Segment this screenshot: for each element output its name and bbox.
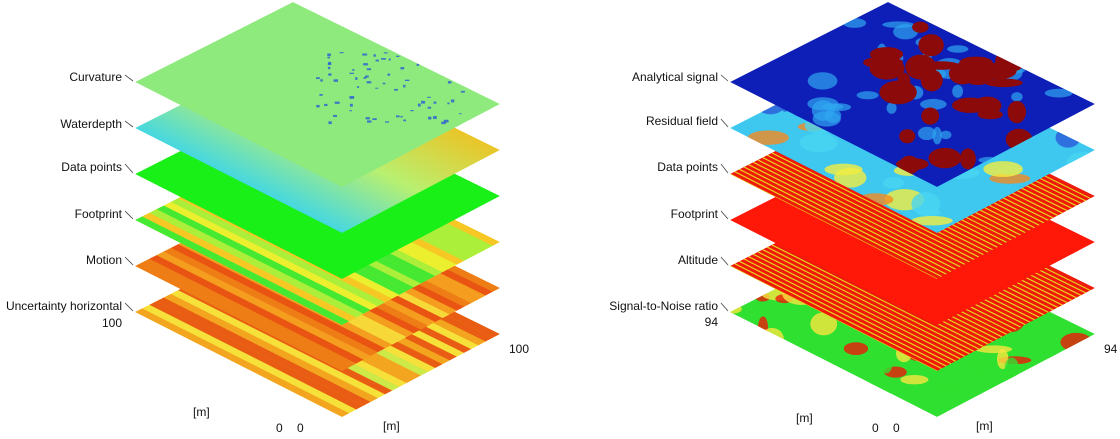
right-leader-lines — [720, 74, 729, 312]
leader-line — [720, 256, 729, 266]
left-axis-unit-left: [m] — [193, 405, 210, 419]
right-layer-label: Footprint — [671, 207, 719, 221]
left-layer-label: Waterdepth — [60, 117, 122, 131]
layer-surface — [135, 2, 500, 187]
left-panel: Curvature Waterdepth Data points Footpri… — [6, 2, 529, 435]
leader-line — [124, 302, 134, 312]
right-axis-unit-right: [m] — [976, 419, 993, 433]
left-axis-left-value: 100 — [102, 316, 122, 330]
left-axis-unit-right: [m] — [383, 419, 400, 433]
leader-line — [124, 74, 134, 82]
left-leader-lines — [124, 74, 134, 312]
right-layer-label: Signal-to-Noise ratio — [609, 299, 718, 313]
left-layer-label: Data points — [61, 160, 122, 174]
right-axis-left-value: 94 — [705, 315, 719, 329]
leader-line — [124, 210, 134, 220]
left-layer-label: Motion — [86, 253, 122, 267]
right-axis-unit-left: [m] — [796, 411, 813, 425]
right-layer-stack — [730, 2, 1095, 417]
left-layer-1-plane — [135, 2, 500, 187]
left-axis-origin-right: 0 — [297, 421, 304, 435]
leader-line — [720, 210, 729, 220]
right-layer-label: Altitude — [678, 253, 718, 267]
leader-line — [124, 163, 134, 174]
right-panel: Analytical signal Residual field Data po… — [609, 2, 1118, 435]
leader-line — [124, 120, 134, 128]
right-layer-label: Analytical signal — [632, 70, 718, 84]
left-layer-label: Footprint — [75, 207, 123, 221]
right-layer-label: Data points — [657, 160, 718, 174]
leader-line — [720, 302, 729, 312]
left-layer-stack — [135, 2, 500, 417]
right-layer-1-plane — [730, 2, 1095, 187]
left-layer-label: Curvature — [69, 70, 122, 84]
right-axis-origin-left: 0 — [872, 421, 879, 435]
leader-line — [720, 118, 729, 128]
leader-line — [124, 256, 134, 266]
leader-line — [720, 163, 729, 174]
left-axis-right-value: 100 — [509, 342, 529, 356]
leader-line — [720, 74, 729, 82]
right-axis-origin-right: 0 — [893, 421, 900, 435]
left-layer-label: Uncertainty horizontal — [6, 299, 122, 313]
right-axis-right-value: 94 — [1104, 342, 1118, 356]
right-layer-label: Residual field — [646, 114, 718, 128]
left-axis-origin-left: 0 — [276, 421, 283, 435]
